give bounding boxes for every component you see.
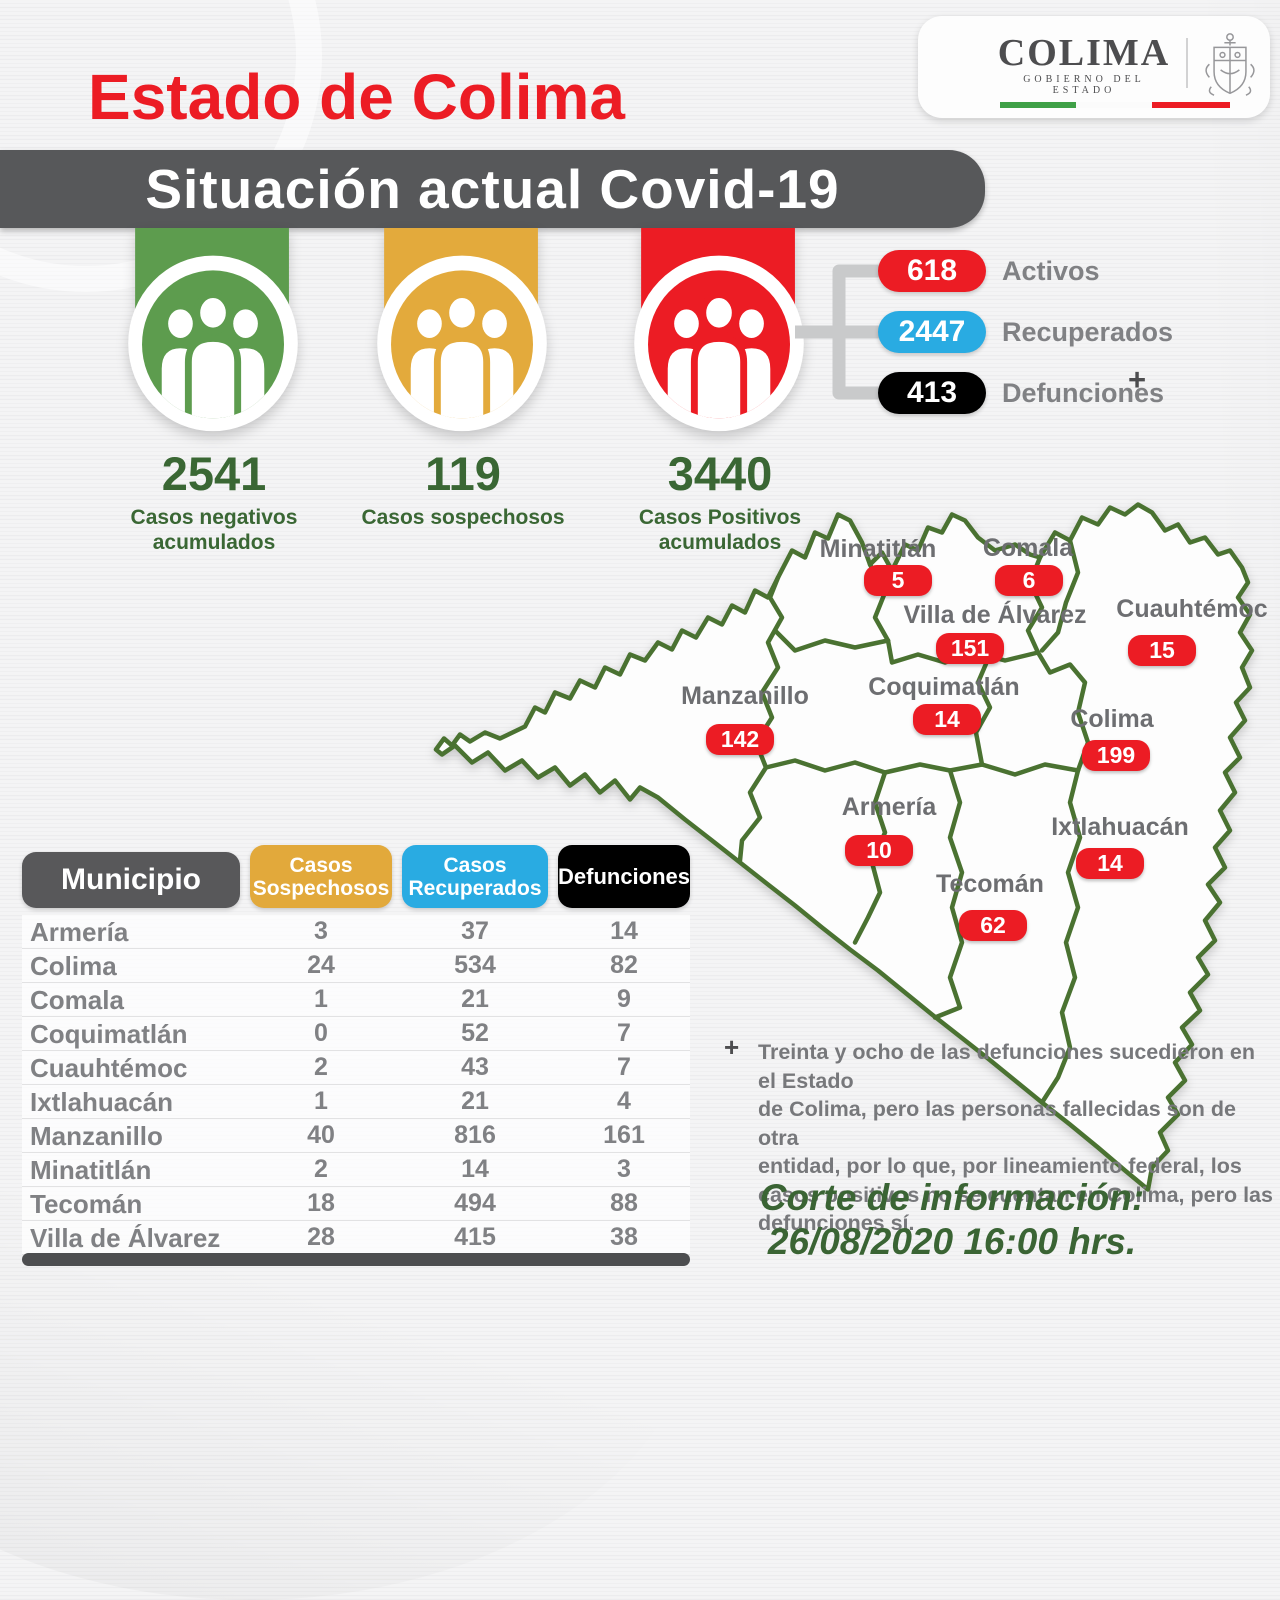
map-label-coquimatlan: Coquimatlán <box>868 673 1020 701</box>
map-pill-colima: 199 <box>1082 740 1150 771</box>
card-suspected-cases: 119 Casos sospechosos <box>343 228 583 530</box>
logo-subtitle: GOBIERNO DEL ESTADO <box>1023 74 1145 96</box>
negative-cases-label: Casos negativos acumulados <box>130 506 298 554</box>
state-outline <box>433 502 1255 1192</box>
footnote-plus-icon: + <box>724 1032 740 1062</box>
banner-title: Situación actual Covid-19 <box>145 158 840 220</box>
map-pill-tecoman: 62 <box>959 910 1027 941</box>
deaths-label: Defunciones <box>1002 378 1165 408</box>
map-pill-armeria: 10 <box>845 835 913 866</box>
positive-cases-value: 3440 <box>667 447 773 500</box>
table-row: Comala 1 21 9 <box>22 983 690 1017</box>
map-label-villa-de-alvarez: Villa de Álvarez <box>903 601 1087 629</box>
table-row: Ixtlahuacán 1 21 4 <box>22 1085 690 1119</box>
data-cutoff-datetime: 26/08/2020 16:00 hrs. <box>767 1221 1137 1262</box>
table-row: Tecomán 18 494 88 <box>22 1187 690 1221</box>
bracket-connector <box>795 264 892 400</box>
people-group-icon <box>377 228 547 432</box>
active-cases-pill: 618 <box>878 250 986 292</box>
table-header-municipio: Municipio <box>22 852 240 908</box>
map-pill-ixtlahuacan: 14 <box>1076 848 1144 879</box>
suspected-cases-value: 119 <box>425 447 501 500</box>
deaths-pill: 413 <box>878 372 986 414</box>
data-cutoff-note: Corte de información: 26/08/2020 16:00 h… <box>742 1176 1162 1264</box>
map-label-manzanillo: Manzanillo <box>681 682 809 710</box>
table-rows: Armería 3 37 14 Colima 24 534 82 Comala … <box>22 915 690 1255</box>
map-pill-coquimatlan: 14 <box>913 704 981 735</box>
table-header-defunciones: Defunciones <box>558 845 690 908</box>
table-row: Villa de Álvarez 28 415 38 <box>22 1221 690 1255</box>
map-label-ixtlahuacan: Ixtlahuacán <box>1051 813 1189 841</box>
card-positive-cases: 3440 Casos Positivos acumulados <box>600 228 840 555</box>
map-label-comala: Comala <box>982 534 1074 562</box>
page-title: Estado de Colima <box>88 61 625 133</box>
banner: Situación actual Covid-19 <box>0 150 985 228</box>
logo-divider <box>1186 38 1188 88</box>
table-row: Coquimatlán 0 52 7 <box>22 1017 690 1051</box>
coat-of-arms-icon <box>1200 30 1260 111</box>
negative-cases-value: 2541 <box>161 447 267 500</box>
recovered-cases-label: Recuperados <box>1002 317 1174 347</box>
people-group-icon <box>634 228 804 432</box>
table-footer-bar <box>22 1253 690 1266</box>
active-cases-label: Activos <box>1002 256 1100 286</box>
map-pill-manzanillo: 142 <box>706 724 774 755</box>
table-row: Cuauhtémoc 2 43 7 <box>22 1051 690 1085</box>
map-label-minatitlan: Minatitlán <box>819 535 937 563</box>
logo-name: COLIMA <box>997 32 1171 74</box>
colima-state-map <box>430 500 1275 1200</box>
logo-text: COLIMA GOBIERNO DEL ESTADO <box>994 34 1174 96</box>
data-cutoff-title: Corte de información: <box>759 1177 1145 1218</box>
table-header-recuperados: Casos Recuperados <box>402 845 548 908</box>
table-row: Colima 24 534 82 <box>22 949 690 983</box>
government-logo: COLIMA GOBIERNO DEL ESTADO <box>918 16 1270 118</box>
map-pill-villa-de-alvarez: 151 <box>936 633 1004 664</box>
map-pill-comala: 6 <box>995 565 1063 596</box>
people-group-icon <box>128 228 298 432</box>
footnote-text: Treinta y ocho de las defunciones sucedi… <box>758 1040 1273 1235</box>
map-label-armeria: Armería <box>841 793 937 821</box>
suspected-cases-label: Casos sospechosos <box>361 506 565 529</box>
map-pill-cuauhtemoc: 15 <box>1128 635 1196 666</box>
recovered-cases-pill: 2447 <box>878 311 986 353</box>
table-row: Minatitlán 2 14 3 <box>22 1153 690 1187</box>
map-pill-minatitlan: 5 <box>864 565 932 596</box>
card-negative-cases: 2541 Casos negativos acumulados <box>94 228 334 555</box>
map-label-tecoman: Tecomán <box>936 870 1044 898</box>
deaths-footnote-marker: + <box>1128 362 1147 397</box>
table-row: Manzanillo 40 816 161 <box>22 1119 690 1153</box>
table-row: Armería 3 37 14 <box>22 915 690 949</box>
positive-cases-label: Casos Positivos acumulados <box>638 506 802 554</box>
mexico-tricolor-bar <box>1000 102 1230 108</box>
map-label-cuauhtemoc: Cuauhtémoc <box>1116 595 1268 623</box>
map-label-colima: Colima <box>1070 705 1154 733</box>
table-header-sospechosos: Casos Sospechosos <box>250 845 392 908</box>
